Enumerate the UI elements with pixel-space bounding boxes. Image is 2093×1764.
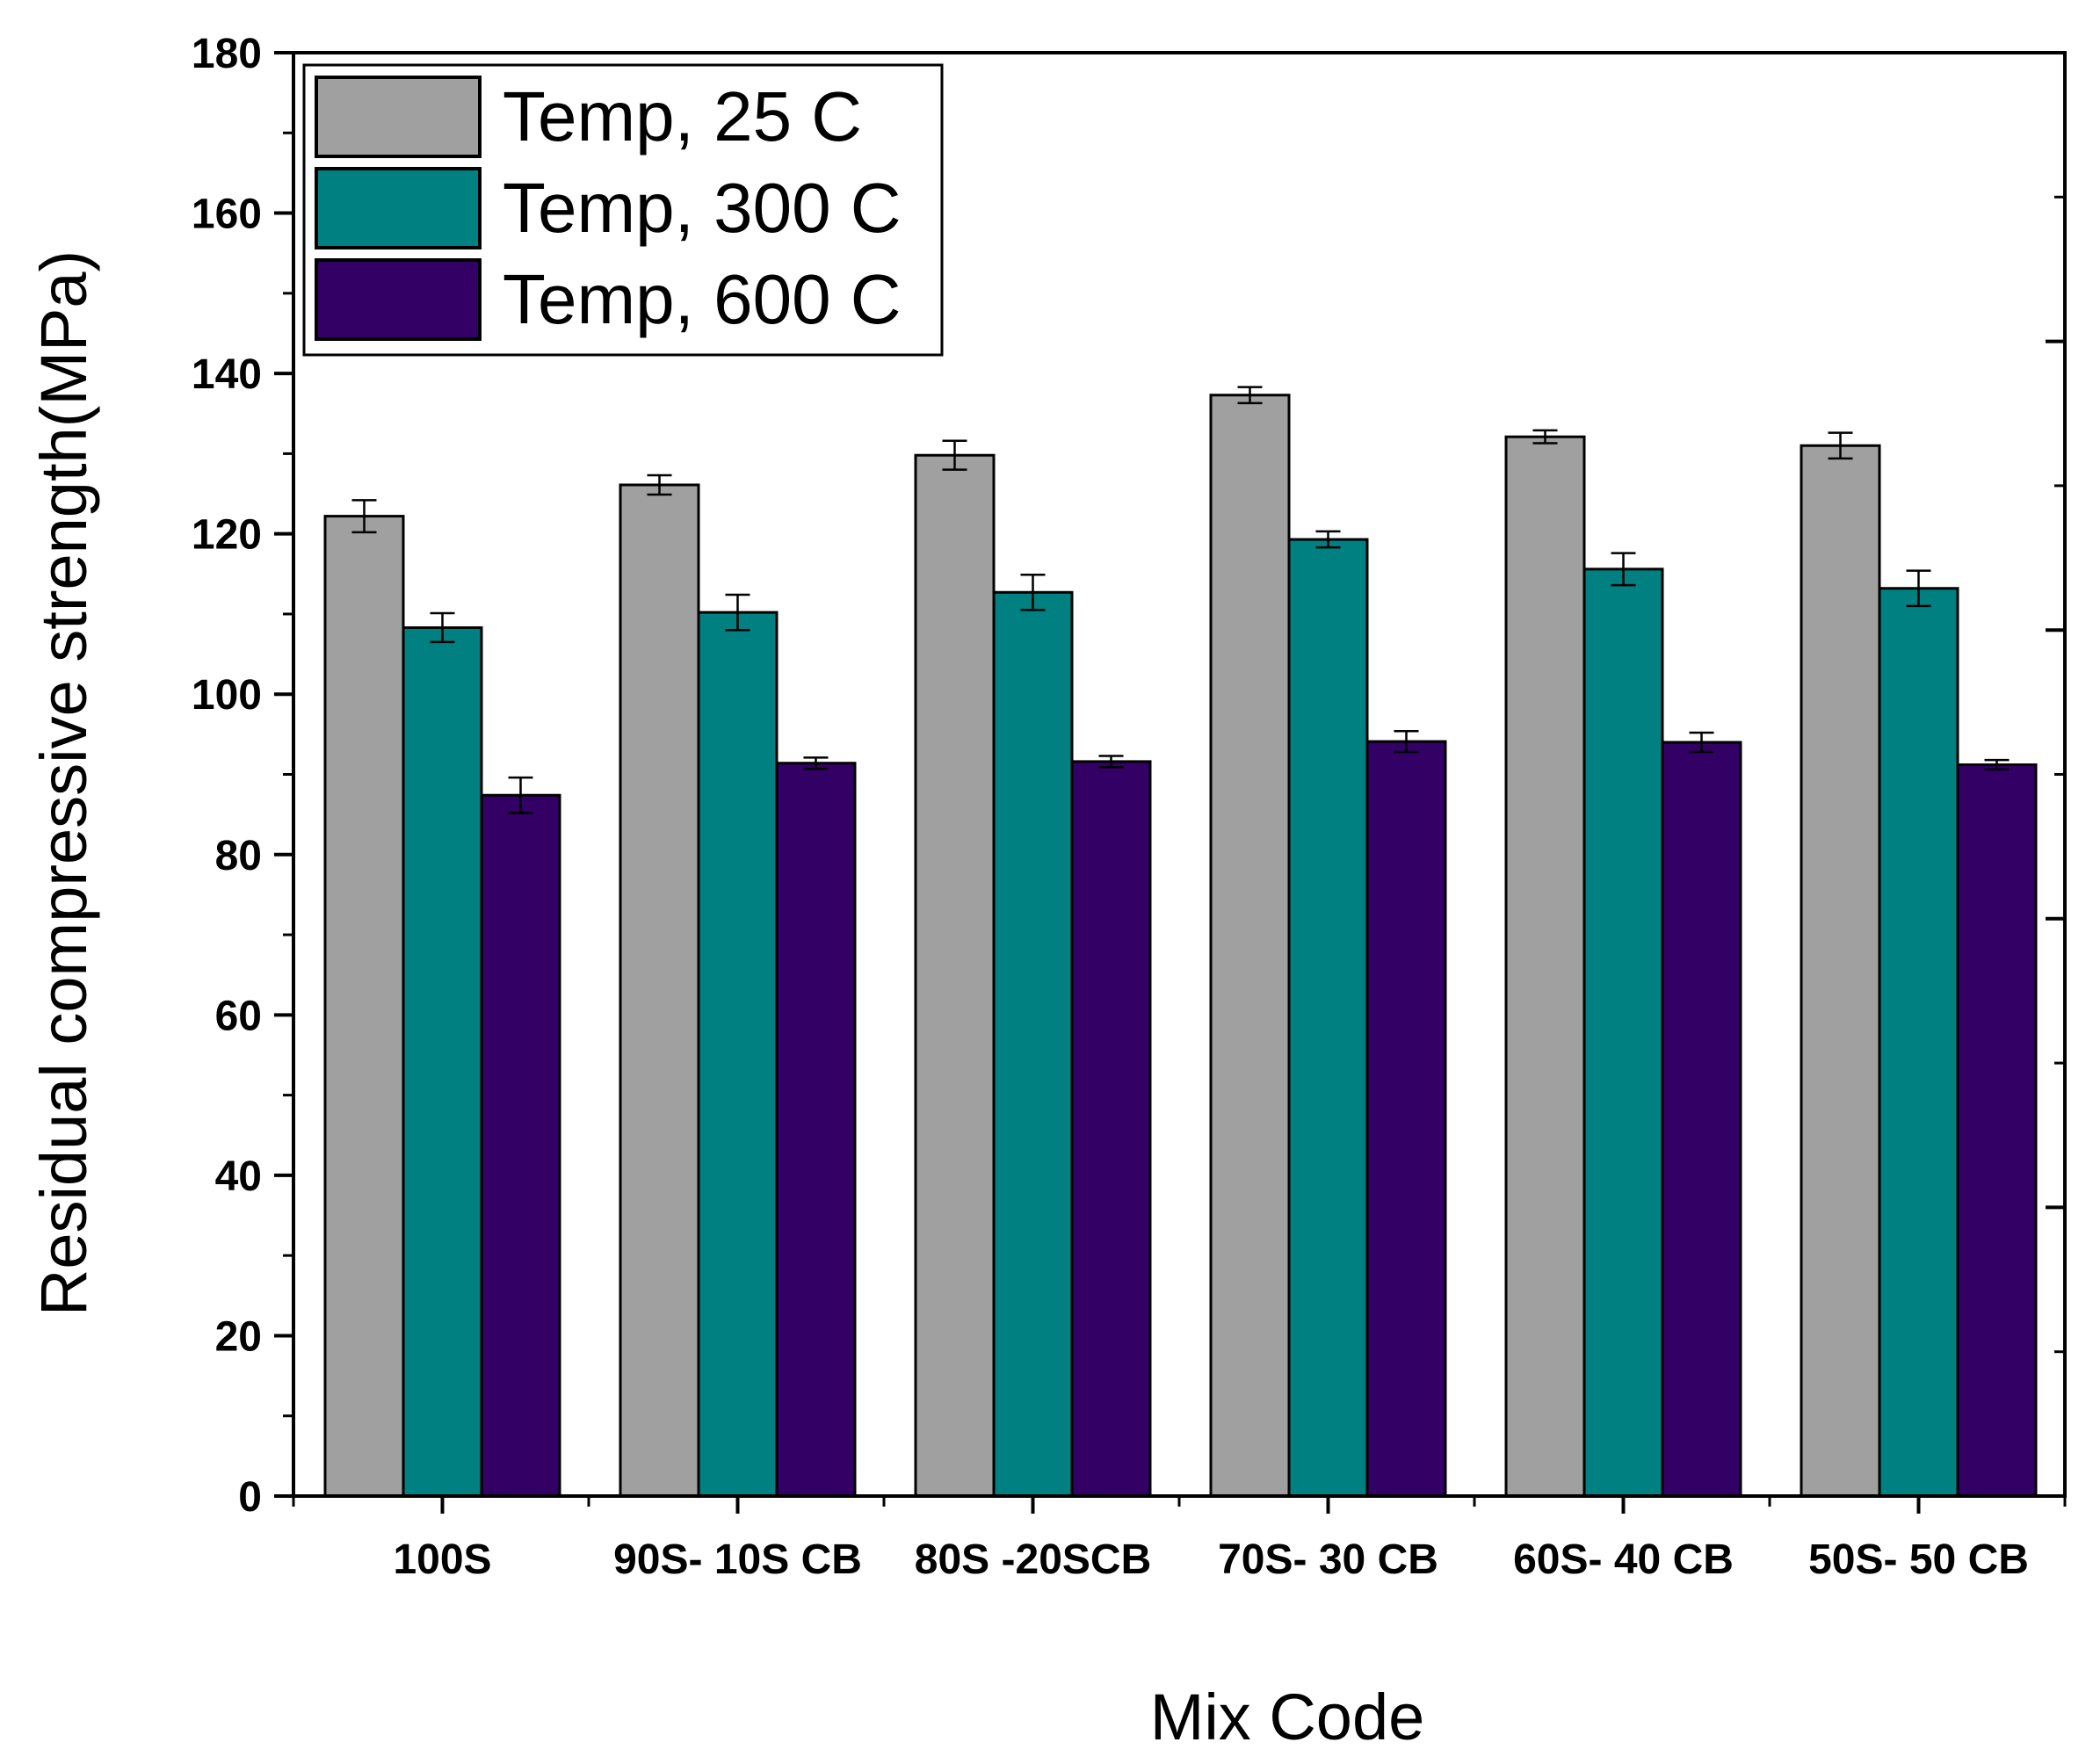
bar-70s-30-cb-temp-300-c [1287,538,1369,1498]
error-bar-90s-10s-cb-temp-25-c [647,474,672,496]
tick-labels-layer: 0 20 40 60 80 100 120 140 160 180 100S 90S- 10S CB 8… [192,31,2029,1583]
y-tick-label-140: 140 [192,351,262,398]
error-bars-layer [351,386,2010,814]
bar-90s-10s-cb-temp-25-c [619,483,700,1498]
y-tick-label-80: 80 [215,833,262,879]
error-bar-50s-50-cb-temp-600-c [1984,758,2010,771]
legend-label-25c: Temp, 25 C [503,77,862,155]
x-tick-label-60s-40-cb: 60S- 40 CB [1513,1536,1734,1583]
error-bar-90s-10s-cb-temp-600-c [803,756,829,770]
legend-swatch-600c [315,258,482,341]
y-axis-title: Residual compressive strength(MPa) [27,250,100,1316]
error-bar-50s-50-cb-temp-25-c [1828,431,1853,460]
error-bar-50s-50-cb-temp-300-c [1906,569,1931,608]
bar-60s-40-cb-temp-300-c [1582,568,1664,1498]
x-tick-label-50s-50-cb: 50S- 50 CB [1808,1536,2029,1583]
legend-label-300c: Temp, 300 C [503,169,902,247]
error-bar-70s-30-cb-temp-600-c [1394,729,1419,754]
error-bar-70s-30-cb-temp-25-c [1237,386,1263,405]
error-bar-80s-20scb-temp-300-c [1020,573,1046,611]
bar-60s-40-cb-temp-600-c [1661,741,1742,1498]
bar-50s-50-cb-temp-300-c [1878,587,1959,1498]
legend-label-600c: Temp, 600 C [503,260,902,338]
legend: Temp, 25 C Temp, 300 C Temp, 600 C [302,63,944,357]
bar-90s-10s-cb-temp-600-c [775,762,857,1498]
error-bar-60s-40-cb-temp-25-c [1532,429,1558,445]
bar-70s-30-cb-temp-25-c [1209,394,1291,1498]
bar-60s-40-cb-temp-25-c [1504,435,1586,1498]
y-tick-label-0: 0 [238,1474,262,1521]
x-tick-label-90s-10s-cb: 90S- 10S CB [613,1536,862,1583]
y-tick-label-180: 180 [192,31,262,77]
bar-100s-temp-300-c [402,625,483,1498]
y-tick-label-160: 160 [192,192,262,238]
bars-layer [323,394,2038,1498]
x-tick-label-80s-20scb: 80S -20SCB [915,1536,1151,1583]
error-bar-60s-40-cb-temp-600-c [1689,731,1714,754]
y-tick-label-120: 120 [192,512,262,559]
error-bar-100s-temp-300-c [430,611,455,644]
error-bar-80s-20scb-temp-600-c [1098,755,1124,769]
error-bar-100s-temp-25-c [351,499,377,534]
error-bar-70s-30-cb-temp-300-c [1315,530,1341,549]
y-tick-label-20: 20 [215,1313,262,1360]
bar-50s-50-cb-temp-25-c [1800,444,1881,1498]
x-tick-label-70s-30-cb: 70S- 30 CB [1218,1536,1438,1583]
y-tick-label-40: 40 [215,1153,262,1200]
axes-layer [274,51,2067,1514]
legend-swatch-300c [315,167,482,249]
error-bar-100s-temp-600-c [508,776,533,814]
bar-80s-20scb-temp-300-c [992,590,1074,1498]
y-tick-label-100: 100 [192,672,262,719]
legend-swatch-25c [315,76,482,158]
bar-90s-10s-cb-temp-300-c [697,611,779,1498]
y-tick-label-60: 60 [215,993,262,1039]
bar-80s-20scb-temp-600-c [1070,760,1152,1498]
bar-50s-50-cb-temp-600-c [1956,763,2038,1498]
bar-80s-20scb-temp-25-c [914,453,996,1498]
bar-70s-30-cb-temp-600-c [1365,740,1447,1498]
error-bar-80s-20scb-temp-25-c [942,439,967,471]
x-axis-title: Mix Code [1150,1681,1425,1753]
error-bar-60s-40-cb-temp-300-c [1611,552,1636,587]
bar-100s-temp-600-c [480,793,561,1498]
bar-100s-temp-25-c [323,515,405,1498]
error-bar-90s-10s-cb-temp-300-c [725,593,750,632]
x-tick-label-100s: 100S [393,1536,491,1583]
